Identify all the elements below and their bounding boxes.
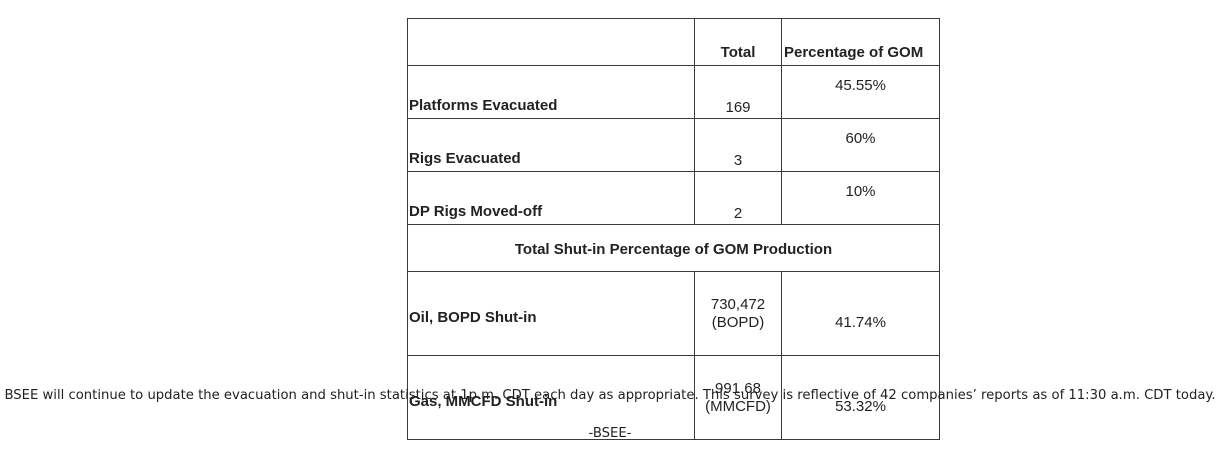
production-label: Gas, MMCFD Shut-in [407, 355, 695, 440]
table-row: Platforms Evacuated 169 45.55% [407, 65, 940, 119]
production-value: 991.68 [715, 379, 761, 397]
header-total: Total [694, 18, 782, 66]
production-value-cell: 730,472 (BOPD) [694, 271, 782, 356]
header-label-cell [407, 18, 695, 66]
row-total: 3 [694, 118, 782, 172]
row-total: 169 [694, 65, 782, 119]
production-value-cell: 991.68 (MMCFD) [694, 355, 782, 440]
production-percentage: 41.74% [781, 271, 940, 356]
row-label: Rigs Evacuated [407, 118, 695, 172]
header-percentage: Percentage of GOM [781, 18, 940, 66]
production-unit: (BOPD) [711, 313, 765, 331]
production-value: 730,472 [710, 295, 766, 313]
production-percentage: 53.32% [781, 355, 940, 440]
production-unit: (MMCFD) [705, 397, 771, 415]
signature: -BSEE- [588, 426, 632, 441]
production-label: Oil, BOPD Shut-in [407, 271, 695, 356]
table-row: Oil, BOPD Shut-in 730,472 (BOPD) 41.74% [407, 271, 940, 356]
table-row: Gas, MMCFD Shut-in 991.68 (MMCFD) 53.32% [407, 355, 940, 440]
update-notice: BSEE will continue to update the evacuat… [4, 388, 1216, 403]
row-label: Platforms Evacuated [407, 65, 695, 119]
section-title: Total Shut-in Percentage of GOM Producti… [407, 224, 940, 272]
table-header-row: Total Percentage of GOM [407, 18, 940, 66]
table-row: DP Rigs Moved-off 2 10% [407, 171, 940, 225]
row-percentage: 45.55% [781, 65, 940, 119]
row-label: DP Rigs Moved-off [407, 171, 695, 225]
section-header-row: Total Shut-in Percentage of GOM Producti… [407, 224, 940, 272]
evacuation-statistics-table: Total Percentage of GOM Platforms Evacua… [407, 18, 940, 440]
table-row: Rigs Evacuated 3 60% [407, 118, 940, 172]
row-total: 2 [694, 171, 782, 225]
row-percentage: 10% [781, 171, 940, 225]
row-percentage: 60% [781, 118, 940, 172]
